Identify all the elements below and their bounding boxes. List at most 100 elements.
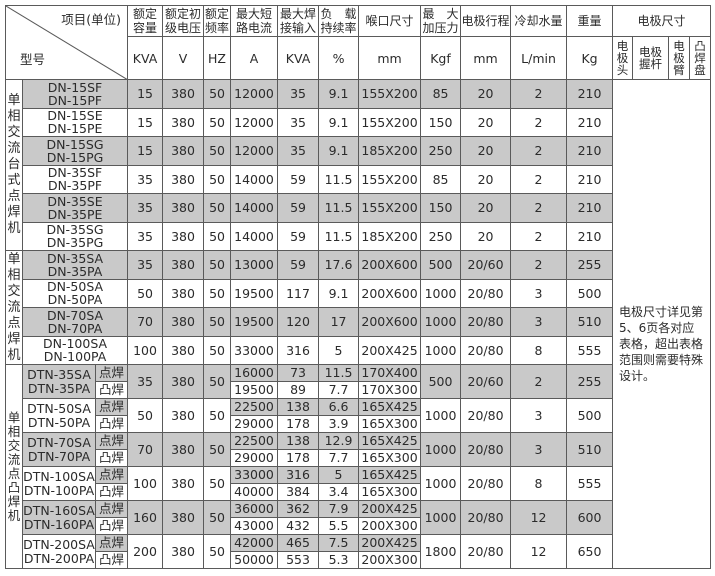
cell-force: 1800 [420,534,462,569]
cell-hz: 50 [203,79,232,109]
weld-type-label: 点焊 [94,398,129,416]
cell-kva: 70 [127,432,164,467]
cell-hz: 50 [203,278,232,308]
cell-hz: 50 [203,534,232,569]
table-row: 单 相 交 流 点 凸 焊 机 DTN-35SA DTN-35PA 点焊 35 380 5… [5,364,711,569]
table-row: 凸焊 29000 178 3.9 165X300 [6,415,711,433]
cell-kva-max: 35 [277,136,320,166]
cell-stroke: 20/80 [460,335,512,365]
cell-hz: 50 [203,500,232,535]
cell-throat: 200X425 [358,335,422,365]
cell-throat: 200X600 [358,278,422,308]
cell-weight: 255 [566,364,614,399]
cell-a: 22500 [230,398,279,416]
cell-duty: 9.1 [318,136,360,166]
model-cell: DN-70SA DN-70PA [21,307,129,337]
cell-v: 380 [162,534,205,569]
diagonal-line [6,6,127,79]
cell-weight: 510 [566,432,614,467]
cell-throat: 155X200 [358,164,422,194]
cell-kva-max: 59 [277,193,320,223]
cell-v: 380 [162,432,205,467]
cell-water: 12 [510,500,568,535]
cell-force: 85 [420,164,462,194]
electrode-sub-header: 电极 握杆 [632,36,670,80]
unit-water: L/min [510,36,568,80]
cell-duty: 9.1 [318,107,360,137]
table-row: DN-35SG DN-35PG 35 380 50 14000 59 11.5 185X200… [6,221,711,251]
cell-stroke: 20/80 [460,466,512,501]
unit-duty: % [318,36,360,80]
model-cell: DTN-35SA DTN-35PA [22,364,96,399]
weld-type-label: 点焊 [94,466,129,484]
table-row: DN-70SA DN-70PA 70 380 50 19500 120 17 200X600 1… [6,307,711,337]
cell-kva-max: 465 [277,534,320,552]
cell-weight: 600 [566,500,614,535]
cell-throat: 170X400 [358,364,422,382]
table-row: 凸焊 29000 178 7.7 165X300 [6,449,711,467]
cell-v: 380 [162,335,205,365]
cell-weight: 210 [566,221,614,251]
cell-duty: 7.7 [318,381,360,399]
cell-throat: 185X200 [358,221,422,251]
cell-water: 12 [510,534,568,569]
cell-a: 19500 [230,307,279,337]
cell-duty: 3.4 [318,483,360,501]
cell-throat: 200X300 [358,517,422,535]
column-header-throat: 喉口尺寸 [358,5,422,37]
column-header-force: 最 大 加压力 [420,5,462,37]
cell-throat: 200X300 [358,551,422,569]
unit-v: V [162,36,205,80]
cell-kva: 35 [127,193,164,223]
column-header-kva: 额定 容量 [127,5,164,37]
cell-kva-max: 553 [277,551,320,569]
model-cell: DTN-70SA DTN-70PA [22,432,96,467]
cell-duty: 17.6 [318,250,360,280]
cell-a: 19500 [230,278,279,308]
table-row: DN-35SE DN-35PE 35 380 50 14000 59 11.5 155X200… [6,193,711,223]
cell-weight: 210 [566,164,614,194]
cell-water: 8 [510,466,568,501]
cell-duty: 7.9 [318,500,360,518]
cell-duty: 5.3 [318,551,360,569]
weld-type-label: 凸焊 [94,415,129,433]
cell-kva-max: 89 [277,381,320,399]
cell-duty: 11.5 [318,221,360,251]
cell-throat: 165X300 [358,415,422,433]
weld-type-label: 点焊 [94,432,129,450]
table-row: DN-15SE DN-15PE 15 380 50 12000 35 9.1 155X200 1… [6,107,711,137]
cell-kva-max: 59 [277,221,320,251]
cell-kva-max: 316 [277,335,320,365]
cell-stroke: 20 [460,136,512,166]
cell-weight: 255 [566,250,614,280]
cell-a: 12000 [230,107,279,137]
cell-kva-max: 362 [277,500,320,518]
cell-kva: 100 [127,466,164,501]
cell-kva: 35 [127,164,164,194]
cell-v: 380 [162,221,205,251]
category-label: 单 相 交 流 点 凸 焊 机 [5,364,23,569]
electrode-sub-header: 电 极 臂 [668,36,691,80]
unit-force: Kgf [420,36,462,80]
weld-type-label: 点焊 [94,534,129,552]
cell-v: 380 [162,307,205,337]
table-row: 凸焊 43000 432 5.5 200X300 [6,517,711,535]
header-row-labels: 项目(单位) 型号 额定 容量 额定初 级电压 额定 频率 最大短 路电流 最大焊 接输入负… [4,5,712,80]
cell-hz: 50 [203,466,232,501]
cell-hz: 50 [203,164,232,194]
cell-kva: 70 [127,307,164,337]
cell-throat: 170X300 [358,381,422,399]
unit-throat: mm [358,36,422,80]
electrode-sub-header: 电 极 头 [612,36,634,80]
cell-kva: 50 [127,398,164,433]
cell-hz: 50 [203,193,232,223]
table-row: DN-15SG DN-15PG 15 380 50 12000 35 9.1 185X200 2… [6,136,711,166]
cell-stroke: 20 [460,193,512,223]
cell-a: 29000 [230,415,279,433]
cell-duty: 11.5 [318,164,360,194]
cell-stroke: 20/80 [460,534,512,569]
cell-hz: 50 [203,364,232,399]
model-cell: DN-15SG DN-15PG [21,136,129,166]
table-row: DTN-70SA DTN-70PA 点焊 70 380 50 22500 138 12.9 16… [6,432,711,467]
cell-v: 380 [162,136,205,166]
